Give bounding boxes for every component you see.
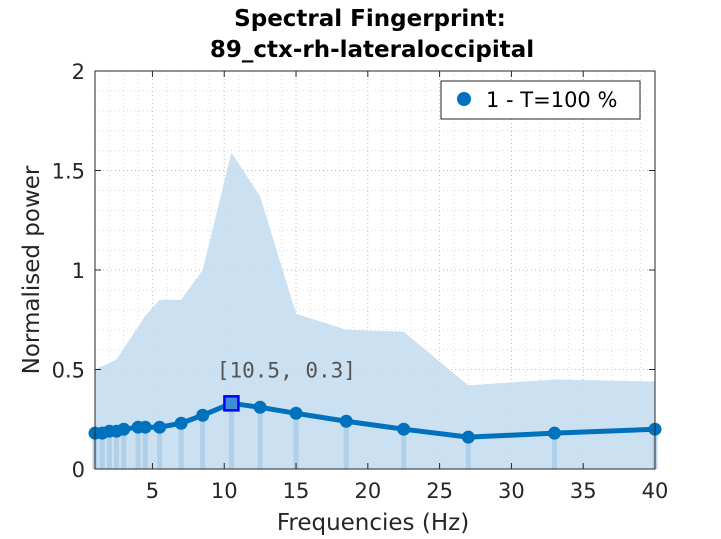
x-tick-label-5: 30 bbox=[498, 479, 525, 503]
y-tick-label-0: 0 bbox=[72, 458, 85, 482]
y-tick-label-4: 2 bbox=[72, 60, 85, 84]
y-tick-label-3: 1.5 bbox=[52, 160, 85, 184]
data-point-8[interactable] bbox=[174, 416, 188, 430]
legend-entry-label: 1 - T=100 % bbox=[486, 88, 617, 112]
x-axis-label: Frequencies (Hz) bbox=[277, 510, 469, 536]
x-tick-label-1: 10 bbox=[211, 479, 238, 503]
x-tick-label-2: 15 bbox=[283, 479, 310, 503]
data-point-11[interactable] bbox=[253, 400, 267, 414]
y-tick-label-2: 1 bbox=[72, 259, 85, 283]
data-point-16[interactable] bbox=[547, 426, 561, 440]
chart-title-line-1: Spectral Fingerprint: bbox=[234, 6, 506, 32]
data-point-14[interactable] bbox=[397, 422, 411, 436]
legend-box bbox=[440, 80, 641, 120]
data-point-15[interactable] bbox=[461, 430, 475, 444]
data-point-4[interactable] bbox=[117, 422, 131, 436]
data-point-9[interactable] bbox=[196, 408, 210, 422]
x-tick-label-4: 25 bbox=[426, 479, 453, 503]
x-tick-label-0: 5 bbox=[146, 479, 159, 503]
data-point-13[interactable] bbox=[339, 414, 353, 428]
legend-marker bbox=[457, 92, 471, 106]
y-axis-label: Normalised power bbox=[19, 165, 45, 374]
axis-ticks: 5 10 15 20 25 30 35 40 0 0.5 1 1.5 2 bbox=[52, 60, 669, 503]
confidence-band bbox=[95, 152, 655, 469]
y-tick-label-1: 0.5 bbox=[52, 359, 85, 383]
data-point-7[interactable] bbox=[153, 420, 167, 434]
data-point-6[interactable] bbox=[138, 420, 152, 434]
x-tick-label-6: 35 bbox=[570, 479, 597, 503]
plot-area: [10.5, 0.3] 5 10 15 20 25 30 35 40 0 0.5 1 1.5 2 bbox=[52, 60, 669, 503]
x-tick-label-7: 40 bbox=[642, 479, 669, 503]
data-point-12[interactable] bbox=[289, 406, 303, 420]
x-tick-label-3: 20 bbox=[354, 479, 381, 503]
highlight-marker[interactable] bbox=[223, 395, 240, 412]
chart-title-line-2: 89_ctx-rh-lateraloccipital bbox=[210, 37, 534, 63]
highlight-label: [10.5, 0.3] bbox=[217, 358, 356, 382]
legend[interactable]: 1 - T=100 % bbox=[440, 80, 641, 120]
